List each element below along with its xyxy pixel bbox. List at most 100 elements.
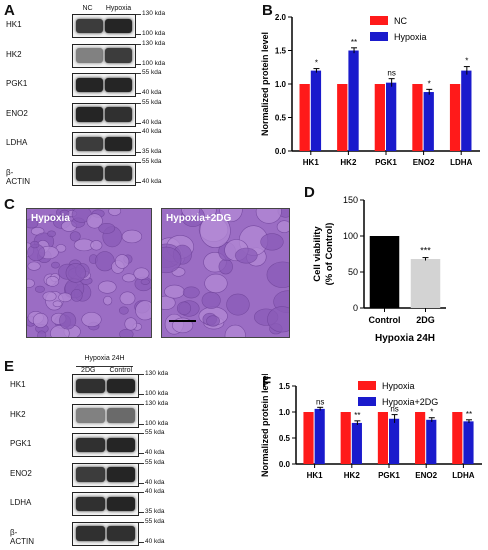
- cell: [70, 288, 83, 302]
- cell: [27, 218, 39, 229]
- cell: [47, 230, 56, 238]
- cell: [135, 300, 151, 321]
- blot-band: [76, 136, 103, 152]
- scale-bar: [169, 320, 196, 322]
- panel-letter-b: B: [262, 2, 273, 19]
- panel-letter-f: F: [262, 374, 272, 391]
- cell: [27, 261, 41, 271]
- kda-marker: 130 kda: [135, 39, 166, 47]
- blot-band: [76, 496, 105, 512]
- bar: [461, 70, 472, 151]
- blot-band: [76, 437, 105, 453]
- cell: [45, 275, 60, 287]
- legend-swatch: [358, 397, 376, 406]
- cell: [81, 312, 102, 328]
- x-tick-label: Control: [369, 315, 401, 325]
- micrograph-hypoxia: Hypoxia: [26, 208, 152, 338]
- cell: [121, 229, 143, 244]
- x-tick-label: 2DG: [416, 315, 435, 325]
- significance-label: ns: [387, 69, 395, 78]
- cell: [162, 295, 176, 310]
- blot-row-label: LDHA: [6, 138, 28, 147]
- bar: [423, 92, 434, 151]
- blot-band: [106, 467, 135, 482]
- cell: [45, 214, 58, 222]
- y-tick-label: 2.0: [275, 13, 287, 22]
- bar: [310, 70, 322, 151]
- significance-label: **: [351, 38, 357, 47]
- blot-strip: [72, 43, 136, 68]
- blot-header: Hypoxia 24H: [84, 355, 125, 362]
- micrograph-hypoxia-2dg: Hypoxia+2DG: [161, 208, 290, 338]
- cell: [32, 312, 49, 328]
- bar: [351, 422, 362, 464]
- cell: [65, 263, 86, 283]
- blot-band: [105, 136, 132, 152]
- x-tick-label: ENO2: [415, 471, 437, 480]
- y-tick-label: 100: [343, 231, 358, 241]
- legend-label: Hypoxia: [382, 381, 415, 391]
- cell: [124, 317, 138, 331]
- y-tick-label: 150: [343, 195, 358, 205]
- kda-marker: 40 kda: [139, 449, 165, 456]
- significance-label: ***: [420, 246, 431, 256]
- blot-band: [106, 496, 135, 512]
- blot-band: [106, 408, 135, 423]
- kda-marker: 40 kda: [139, 478, 165, 486]
- kda-marker: 100 kda: [135, 59, 166, 67]
- cell: [98, 280, 117, 294]
- cell: [199, 213, 231, 248]
- cell: [59, 209, 70, 217]
- blot-row-label: ENO2: [6, 108, 28, 118]
- cell: [276, 220, 289, 233]
- cell: [206, 315, 220, 327]
- blot-band: [76, 408, 105, 423]
- kda-marker: 130 kda: [138, 399, 169, 407]
- cell: [52, 300, 63, 308]
- legend-swatch: [370, 32, 388, 41]
- cell: [267, 306, 289, 333]
- legend-label: NC: [394, 16, 407, 26]
- chart-d: 0 50 100 150 Cell viability (% of Control) Con…: [312, 195, 446, 344]
- bar: [426, 419, 437, 464]
- y-tick-label: 50: [348, 267, 358, 277]
- cell: [119, 291, 136, 305]
- western-blot-e: Hypoxia 24H 2DG Control HK1 130 kda 100 kda HK…: [10, 355, 169, 546]
- micrograph-texture: [27, 209, 151, 337]
- significance-label: **: [354, 411, 360, 420]
- bar: [415, 412, 426, 464]
- blot-row-label: PGK1: [6, 79, 28, 88]
- lane-label: Hypoxia: [105, 5, 132, 12]
- blot-row-label: β-ACTIN: [10, 527, 34, 546]
- lane-label: 2DG: [81, 367, 96, 374]
- kda-marker: 55 kda: [136, 98, 162, 106]
- panel-letter-a: A: [4, 2, 15, 19]
- bar: [463, 421, 474, 464]
- cell: [34, 285, 45, 293]
- panel-letter-c: C: [4, 196, 15, 213]
- significance-label: *: [315, 59, 318, 68]
- kda-marker: 40 kda: [139, 488, 165, 495]
- blot-row-label: HK2: [6, 49, 22, 59]
- bar: [377, 412, 388, 464]
- cell: [108, 209, 122, 216]
- panel-letter-e: E: [4, 358, 15, 375]
- cell: [140, 278, 150, 285]
- cell: [37, 330, 47, 337]
- kda-marker: 100 kda: [138, 390, 169, 397]
- blot-band: [76, 378, 105, 394]
- blot-row-label: ENO2: [10, 468, 32, 478]
- significance-label: *: [465, 57, 468, 66]
- significance-label: ns: [316, 397, 324, 406]
- bar: [449, 84, 461, 151]
- kda-marker: 55 kda: [136, 157, 162, 165]
- cell: [122, 273, 136, 283]
- blot-band: [76, 107, 103, 122]
- kda-marker: 35 kda: [136, 148, 162, 155]
- x-tick-label: HK2: [340, 158, 357, 167]
- x-tick-label: HK2: [344, 471, 361, 480]
- blot-band: [106, 526, 135, 541]
- y-tick-label: 0: [353, 303, 358, 313]
- x-axis-label: Hypoxia 24H: [375, 333, 435, 344]
- cell: [164, 284, 185, 299]
